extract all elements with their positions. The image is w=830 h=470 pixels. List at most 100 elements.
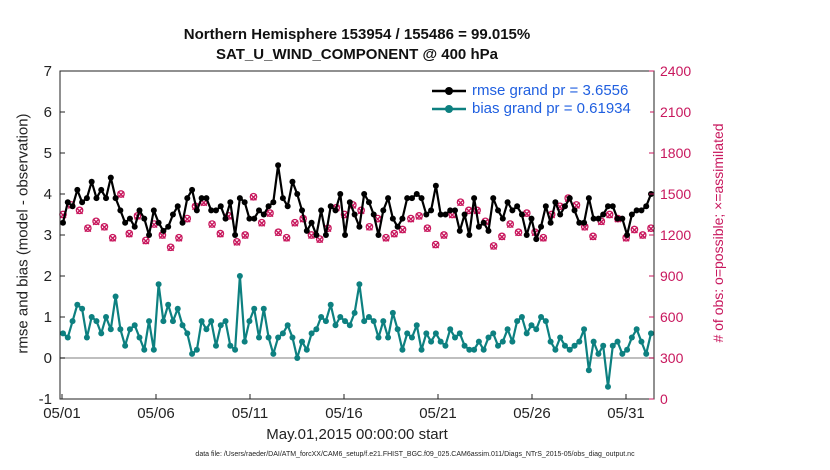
bias-point xyxy=(456,330,463,337)
obs-possible-marker xyxy=(423,224,432,233)
obs-assimilated-marker xyxy=(415,212,423,220)
bias-point xyxy=(566,346,573,353)
rmse-point xyxy=(442,211,449,218)
rmse-point xyxy=(595,215,602,222)
bias-point xyxy=(633,326,640,333)
rmse-point xyxy=(179,219,186,226)
rmse-point xyxy=(375,232,382,238)
bias-point xyxy=(365,314,372,320)
bias-point xyxy=(471,346,478,353)
bias-point xyxy=(461,342,468,349)
rmse-point xyxy=(471,195,478,202)
obs-possible-marker xyxy=(208,220,216,228)
rmse-point xyxy=(122,219,129,226)
obs-possible-marker xyxy=(233,237,241,246)
x-axis-label: May.01,2015 00:00:00 start xyxy=(266,426,448,443)
bias-point xyxy=(432,330,439,337)
bias-point xyxy=(236,273,243,279)
legend: rmse grand pr = 3.6556 bias grand pr = 0… xyxy=(428,79,650,119)
bias-point xyxy=(346,322,353,329)
obs-x-stroke xyxy=(432,241,440,249)
rmse-point xyxy=(624,232,631,238)
obs-assimilated-marker xyxy=(241,232,249,239)
bias-point xyxy=(437,338,444,345)
obs-x-stroke xyxy=(490,242,498,250)
axes: -1 0 1 2 3 4 5 6 7 0 300 600 900 1200 1500 1800 2100 2400… xyxy=(39,63,692,422)
data-file-footer: data file: /Users/raeder/DAI/ATM_forcXX/… xyxy=(195,451,635,458)
bias-point xyxy=(585,367,592,374)
bias-point xyxy=(394,326,401,333)
rmse-point xyxy=(69,203,76,210)
rmse-point xyxy=(150,207,157,214)
bias-point xyxy=(370,318,377,325)
y2-tick-label: 1200 xyxy=(660,227,691,243)
bias-point xyxy=(189,350,196,357)
obs-possible-marker xyxy=(539,233,548,242)
obs-assimilated-marker xyxy=(407,215,415,223)
rmse-point xyxy=(160,227,167,234)
obs-assimilated-marker xyxy=(382,234,390,242)
rmse-point xyxy=(566,195,573,202)
rmse-point xyxy=(303,227,310,234)
rmse-point xyxy=(146,232,153,238)
rmse-point xyxy=(365,199,372,206)
bias-point xyxy=(490,330,497,337)
obs-x-stroke xyxy=(399,226,407,234)
rmse-point xyxy=(571,207,578,214)
bias-point xyxy=(600,342,607,349)
legend-label-rmse: rmse grand pr = 3.6556 xyxy=(472,82,629,99)
obs-possible-marker xyxy=(406,214,415,223)
bias-point xyxy=(203,326,210,333)
rmse-point xyxy=(117,207,124,214)
rmse-point xyxy=(485,227,492,234)
bias-point xyxy=(447,326,454,333)
obs-assimilated-marker xyxy=(490,242,498,250)
x-tick-label: 05/06 xyxy=(137,405,175,422)
x-tick-label: 05/21 xyxy=(419,405,457,422)
y2-tick-label: 2400 xyxy=(660,63,691,79)
rmse-point xyxy=(604,203,611,210)
obs-x-stroke xyxy=(266,210,274,218)
rmse-point xyxy=(265,203,272,210)
obs-possible-marker xyxy=(605,210,614,219)
bias-point xyxy=(232,346,239,353)
obs-possible-marker xyxy=(83,224,92,233)
obs-x-stroke xyxy=(639,232,647,239)
obs-assimilated-marker xyxy=(457,199,465,207)
rmse-point xyxy=(461,211,468,218)
bias-point xyxy=(217,322,224,329)
bias-point xyxy=(265,334,272,341)
obs-possible-marker xyxy=(125,229,134,238)
obs-x-stroke xyxy=(109,234,117,242)
y-tick-label: 2 xyxy=(44,268,52,285)
obs-possible-marker xyxy=(266,209,274,217)
rmse-point xyxy=(533,236,540,243)
obs-possible-marker xyxy=(638,231,647,239)
rmse-point xyxy=(131,223,138,230)
rmse-series xyxy=(60,162,654,243)
obs-possible-marker xyxy=(390,229,399,238)
rmse-point xyxy=(447,207,454,214)
obs-assimilated-marker xyxy=(76,207,84,215)
bias-point xyxy=(423,330,430,337)
rmse-point xyxy=(628,211,635,218)
bias-point xyxy=(385,334,392,341)
bias-point xyxy=(246,318,253,325)
rmse-point xyxy=(585,195,592,202)
obs-assimilated-marker xyxy=(142,237,150,245)
bias-point xyxy=(361,318,368,325)
obs-x-stroke xyxy=(316,236,324,244)
bias-point xyxy=(337,314,344,320)
rmse-point xyxy=(241,199,248,206)
rmse-point xyxy=(322,232,329,238)
bias-point xyxy=(318,314,325,320)
rmse-point xyxy=(466,232,473,238)
bias-point xyxy=(98,330,105,337)
rmse-point xyxy=(428,207,435,214)
rmse-point xyxy=(475,223,482,230)
y2-tick-label: 2100 xyxy=(660,104,691,120)
bias-point xyxy=(83,334,90,341)
y-tick-label: 5 xyxy=(44,145,52,162)
bias-point xyxy=(351,309,358,316)
rmse-point xyxy=(614,215,621,222)
